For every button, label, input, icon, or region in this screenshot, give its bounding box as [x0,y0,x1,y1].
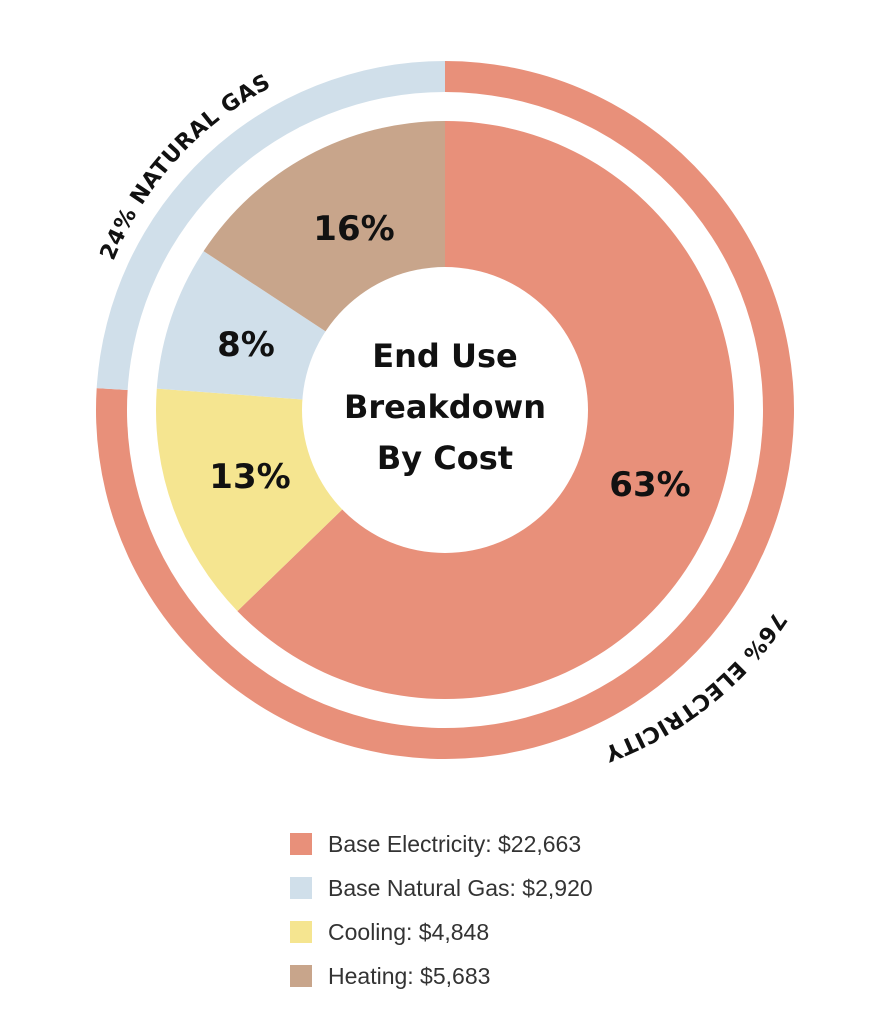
legend-label: Heating: $5,683 [328,962,491,989]
legend: Base Electricity: $22,663 Base Natural G… [290,822,593,998]
legend-label: Base Natural Gas: $2,920 [328,874,593,901]
legend-swatch [290,965,312,987]
legend-item-base-electricity: Base Electricity: $22,663 [290,822,593,866]
slice-label-base-natural-gas: 8% [217,325,275,365]
legend-label: Base Electricity: $22,663 [328,830,582,857]
center-title-line-2: Breakdown [344,388,546,426]
center-hole [302,267,588,553]
legend-item-base-natural-gas: Base Natural Gas: $2,920 [290,866,593,910]
legend-swatch [290,921,312,943]
legend-label: Cooling: $4,848 [328,918,490,945]
slice-label-heating: 16% [313,209,394,249]
legend-item-heating: Heating: $5,683 [290,954,593,998]
legend-swatch [290,833,312,855]
center-title-line-1: End Use [372,337,517,375]
end-use-donut-chart: 63% 13% 8% 16% End Use Breakdown By Cost… [95,61,794,766]
slice-label-cooling: 13% [209,457,290,497]
slice-label-base-electricity: 63% [609,465,690,505]
outer-ring [95,61,794,759]
legend-item-cooling: Cooling: $4,848 [290,910,593,954]
center-title-line-3: By Cost [377,439,513,477]
outer-slice-natural-gas [96,61,446,391]
legend-swatch [290,877,312,899]
